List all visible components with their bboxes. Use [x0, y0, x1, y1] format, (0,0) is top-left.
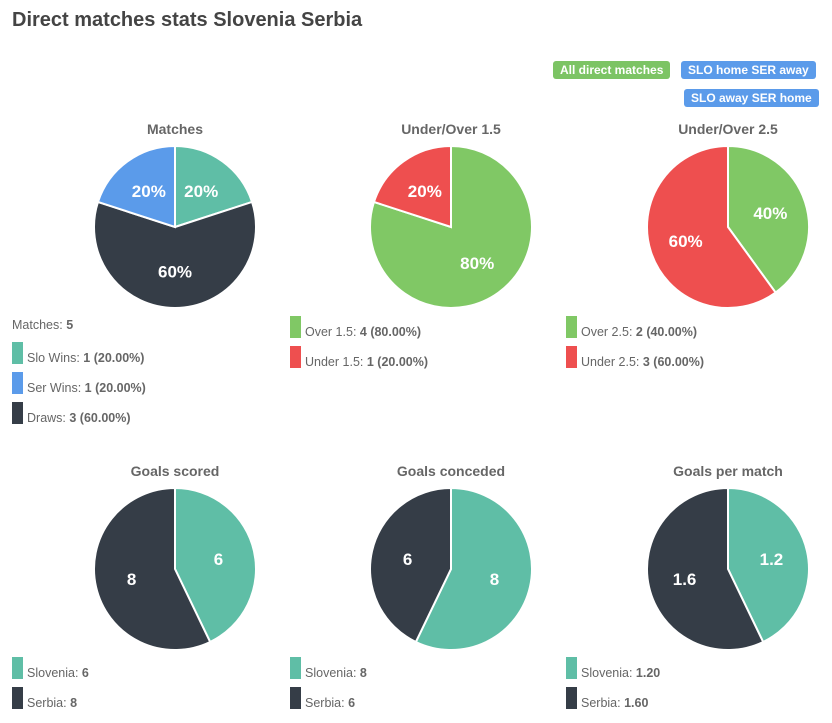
legend-swatch: [566, 346, 577, 368]
pie-slice-under-2-5[interactable]: [646, 144, 778, 309]
pie-data-label: 40%: [753, 204, 787, 223]
pie-data-label: 6: [403, 550, 412, 569]
pie-data-label: 60%: [669, 232, 703, 251]
pie-chart-panel: Matches 20% 60% 20%: [37, 121, 313, 321]
legend-label: Serbia: [305, 696, 342, 710]
legend-label: Under 1.5: [305, 355, 360, 369]
chart-title: Goals conceded: [396, 463, 506, 479]
pie-chart: 20% 60% 20%: [93, 144, 257, 309]
legend-value: 1 (20.00%): [84, 381, 146, 395]
legend-label: Slo Wins: [27, 351, 77, 365]
pie-data-label: 8: [490, 570, 499, 589]
pie-slice-ser-wins[interactable]: [96, 144, 176, 229]
pie-data-label: 80%: [460, 254, 494, 273]
chart-title: Under/Over 2.5: [678, 121, 778, 137]
legend-value: 6: [81, 666, 89, 680]
pie-slice-slo-wins[interactable]: [174, 144, 254, 229]
legend-label: Slovenia: [27, 666, 75, 680]
legend-swatch: [12, 657, 23, 679]
pie-data-label: 1.6: [673, 570, 697, 589]
pie-chart-panel: Under/Over 2.5 40% 60%: [590, 121, 832, 321]
legend-swatch: [290, 657, 301, 679]
pie-data-label: 20%: [408, 182, 442, 201]
pie-data-label: 20%: [132, 182, 166, 201]
page-title: Direct matches stats Slovenia Serbia: [12, 9, 363, 31]
pie-slice-over-2-5[interactable]: [727, 144, 810, 294]
legend-value: 1 (20.00%): [83, 351, 145, 365]
pie-data-label: 1.2: [760, 550, 784, 569]
legend-swatch: [12, 402, 23, 424]
legend-swatch: [12, 372, 23, 394]
pie-slice-slovenia[interactable]: [174, 486, 257, 644]
pie-data-label: 8: [127, 570, 136, 589]
legend-value: 4 (80.00%): [359, 325, 422, 339]
legend-value: 8: [70, 696, 78, 710]
legend-label: Ser Wins: [27, 381, 78, 395]
legend-label: Under 2.5: [581, 355, 636, 369]
legend-value: 8: [359, 666, 367, 680]
legend-label: Slovenia: [305, 666, 353, 680]
pie-chart-panel: Goals scored 6 8: [37, 463, 313, 663]
filter-slo-away-ser-home[interactable]: SLO away SER home: [684, 89, 819, 107]
summary-label: Matches:: [12, 318, 63, 332]
filter-all-direct-matches[interactable]: All direct matches: [553, 61, 671, 79]
pie-chart-panel: Goals per match 1.2 1.6: [590, 463, 832, 663]
pie-chart-panel: Under/Over 1.5 80% 20%: [313, 121, 589, 321]
legend-label: Serbia: [581, 696, 618, 710]
legend-label: Over 1.5: [305, 325, 353, 339]
pie-chart: 86: [369, 486, 533, 651]
legend-value: 3 (60.00%): [642, 355, 705, 369]
legend-value: 2 (40.00%): [635, 325, 698, 339]
legend-value: 1.20: [635, 666, 661, 680]
chart-title: Under/Over 1.5: [401, 121, 501, 137]
pie-slice-draws[interactable]: [93, 200, 257, 309]
legend-value: 6: [348, 696, 356, 710]
pie-chart-panel: Goals conceded 8 6: [313, 463, 589, 663]
legend-swatch: [12, 687, 23, 709]
legend-swatch: [566, 316, 577, 338]
pie-chart: 68: [93, 486, 257, 651]
pie-chart: 80% 20%: [369, 144, 533, 309]
legend-swatch: [290, 316, 301, 338]
filter-slo-home-ser-away[interactable]: SLO home SER away: [681, 61, 816, 79]
chart-title: Goals scored: [130, 463, 220, 479]
legend-label: Slovenia: [581, 666, 629, 680]
pie-slice-slovenia[interactable]: [414, 486, 533, 651]
legend-value: 1.60: [624, 696, 649, 710]
pie-slice-serbia[interactable]: [369, 486, 452, 644]
pie-slice-serbia[interactable]: [93, 486, 212, 651]
legend-swatch: [290, 346, 301, 368]
pie-chart: 40% 60%: [646, 144, 810, 309]
pie-chart: 1.2 1.6: [646, 486, 810, 651]
pie-slice-under-1-5[interactable]: [372, 144, 452, 229]
chart-title: Matches: [146, 121, 204, 137]
pie-data-label: 6: [214, 550, 223, 569]
legend-swatch: [290, 687, 301, 709]
legend-swatch: [566, 687, 577, 709]
pie-data-label: 60%: [158, 263, 192, 282]
legend-label: Draws: [27, 411, 63, 425]
legend-swatch: [12, 342, 23, 364]
summary-value: 5: [66, 318, 74, 332]
legend-swatch: [566, 657, 577, 679]
chart-title: Goals per match: [673, 463, 783, 479]
pie-slice-slovenia[interactable]: [727, 486, 810, 644]
pie-slice-serbia[interactable]: [646, 486, 765, 651]
pie-data-label: 20%: [184, 182, 218, 201]
legend-value: 1 (20.00%): [366, 355, 429, 369]
legend-value: 3 (60.00%): [69, 411, 131, 425]
legend-label: Over 2.5: [581, 325, 629, 339]
legend-label: Serbia: [27, 696, 64, 710]
